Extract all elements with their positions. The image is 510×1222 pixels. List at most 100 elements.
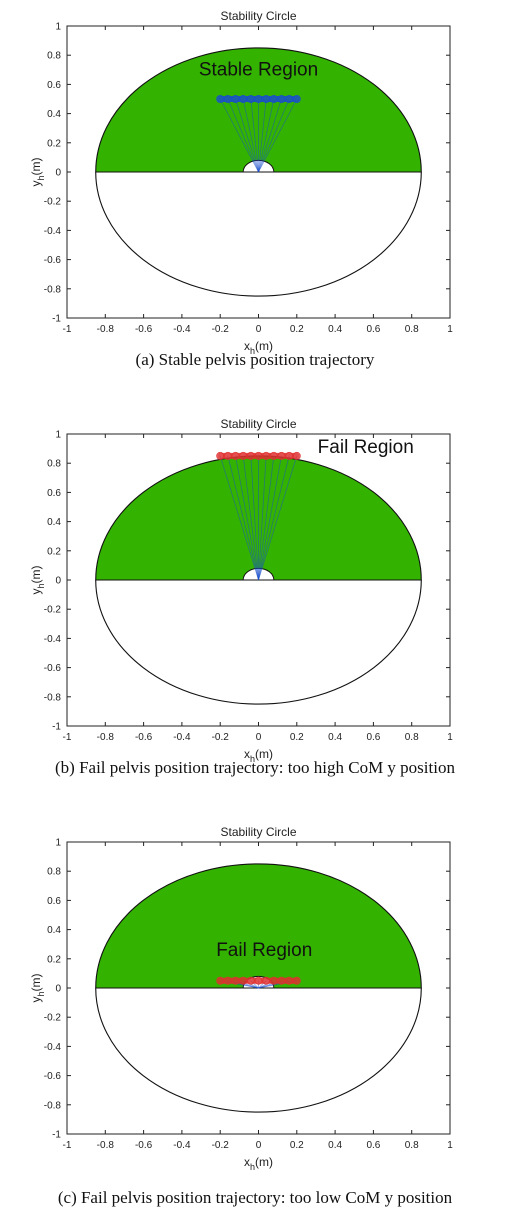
y-tick-label: -0.8 (44, 692, 62, 703)
y-tick-label: -1 (52, 1130, 61, 1141)
y-tick-label: -0.4 (44, 634, 62, 645)
x-tick-label: -0.6 (135, 732, 153, 743)
trajectory-point (246, 976, 255, 985)
y-tick-label: -0.8 (44, 1100, 62, 1111)
x-tick-label: -0.4 (173, 732, 191, 743)
chart-panel-a: Stability Circle -1 -0.8 -0.6 -0.4 -0.2 0 0.2 0.… (0, 0, 510, 376)
chart-title: Stability Circle (220, 9, 296, 23)
trajectory-point (216, 451, 225, 460)
y-axis-label: yh(m) (29, 157, 46, 186)
trajectory-fan-line (250, 98, 259, 173)
x-tick-label: 0.4 (328, 324, 342, 335)
trajectory-point (285, 95, 294, 103)
x-tick-label: -0.2 (212, 732, 230, 743)
x-tick-label: 0 (256, 732, 262, 743)
caption-a: (a) Stable pelvis position trajectory (135, 350, 375, 369)
trajectory-point (285, 976, 294, 985)
x-tick-label: 0 (256, 324, 262, 335)
stability-chart-b: Stability Circle -1 -0.8 -0.6 -0.4 -0.2 0 0.2 0.… (29, 417, 453, 764)
circle-lower-half (95, 171, 422, 297)
y-axis-label: yh(m) (29, 565, 46, 594)
x-tick-label: 0.8 (405, 324, 419, 335)
chart-panel-c: Stability Circle -1 -0.8 -0.6 -0.4 -0.2 0 0.2 0.… (0, 816, 510, 1207)
stability-chart-a: Stability Circle -1 -0.8 -0.6 -0.4 -0.2 0 0.2 0.… (29, 9, 453, 356)
x-tick-label: -1 (63, 324, 72, 335)
x-axis-label: xh(m) (244, 339, 273, 356)
trajectory-point (216, 976, 225, 985)
y-tick-label: 0.4 (47, 517, 61, 528)
y-tick-label: 0 (55, 168, 61, 179)
trajectory-point (292, 451, 301, 460)
y-tick-label: 0.8 (47, 51, 61, 62)
trajectory-point (269, 976, 278, 985)
trajectory-point (254, 451, 263, 460)
trajectory-fan-line (258, 455, 290, 581)
circle-lower-half (95, 987, 422, 1113)
trajectory-point (246, 451, 255, 460)
trajectory-point (239, 451, 248, 460)
chart-panel-b: Stability Circle -1 -0.8 -0.6 -0.4 -0.2 0 0.2 0.… (0, 408, 510, 784)
trajectory-fan-line (242, 98, 259, 173)
x-tick-label: -1 (63, 1140, 72, 1151)
x-tick-label: -0.4 (173, 324, 191, 335)
y-tick-label: 0.8 (47, 459, 61, 470)
x-tick-label: 1 (447, 1140, 453, 1151)
y-tick-label: 0 (55, 984, 61, 995)
trajectory-point (254, 95, 263, 103)
trajectory-point (285, 451, 294, 460)
trajectory-fan-line (258, 98, 298, 173)
trajectory-fan-line (242, 455, 259, 581)
trajectory-fan-line (219, 98, 259, 173)
x-tick-label: -0.8 (97, 1140, 115, 1151)
trajectory-fan-line (227, 98, 259, 173)
trajectory-point (239, 95, 248, 103)
y-tick-label: -0.2 (44, 1013, 62, 1024)
trajectory-point (269, 451, 278, 460)
trajectory-fan-line (258, 98, 267, 173)
y-tick-label: -0.6 (44, 255, 62, 266)
x-tick-label: 0.6 (366, 732, 380, 743)
trajectory-fan-line (219, 455, 259, 581)
trajectory-fan-line (227, 455, 259, 581)
chart-title: Stability Circle (220, 417, 296, 431)
trajectory-fan-line (258, 98, 290, 173)
x-tick-label: 0.2 (290, 1140, 304, 1151)
x-tick-label: -0.6 (135, 1140, 153, 1151)
y-tick-label: 0.2 (47, 546, 61, 557)
trajectory-fan-line (258, 98, 275, 173)
y-tick-label: 0.6 (47, 488, 61, 499)
y-tick-label: 0.4 (47, 109, 61, 120)
trajectory-point (292, 95, 301, 103)
trajectory-point (269, 95, 278, 103)
trajectory-point (254, 976, 263, 985)
y-tick-label: -0.4 (44, 226, 62, 237)
trajectory-fan-line (258, 455, 267, 581)
x-tick-label: -0.8 (97, 732, 115, 743)
y-tick-label: 0.4 (47, 925, 61, 936)
y-tick-label: 1 (55, 430, 61, 441)
y-tick-label: -0.6 (44, 1071, 62, 1082)
y-tick-label: -1 (52, 722, 61, 733)
trajectory-fan-line (235, 455, 259, 581)
x-tick-label: -0.6 (135, 324, 153, 335)
y-tick-label: 0.2 (47, 954, 61, 965)
y-tick-label: 0.6 (47, 80, 61, 91)
trajectory-point (277, 451, 286, 460)
x-tick-label: -0.2 (212, 324, 230, 335)
trajectory-fan-line (250, 455, 259, 581)
trajectory-point (262, 95, 271, 103)
x-tick-label: 0.2 (290, 324, 304, 335)
x-tick-label: 0.4 (328, 732, 342, 743)
x-tick-label: 0.8 (405, 1140, 419, 1151)
trajectory-point (239, 976, 248, 985)
trajectory-point (223, 451, 232, 460)
trajectory-fan-line (258, 455, 298, 581)
region-annotation: Fail Region (216, 940, 312, 961)
y-tick-label: -1 (52, 314, 61, 325)
x-tick-label: -1 (63, 732, 72, 743)
y-tick-label: 0 (55, 576, 61, 587)
x-tick-label: 0.8 (405, 732, 419, 743)
caption-b: (b) Fail pelvis position trajectory: too… (55, 758, 455, 777)
x-tick-label: 0.6 (366, 1140, 380, 1151)
x-axis-label: xh(m) (244, 1155, 273, 1172)
